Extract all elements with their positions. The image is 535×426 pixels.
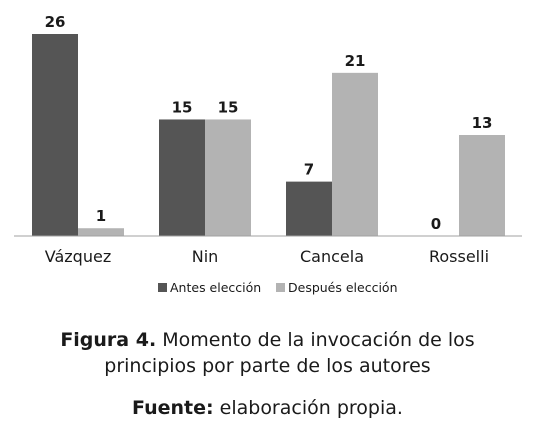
figure-caption: Figura 4. Momento de la invocación de lo… bbox=[0, 327, 535, 379]
figure-caption-text-1: Momento de la invocación de los bbox=[162, 329, 475, 351]
source-text: elaboración propia. bbox=[219, 397, 403, 419]
data-label-3-1: 13 bbox=[472, 114, 493, 132]
bar-1-0 bbox=[159, 119, 205, 236]
bar-1-1 bbox=[205, 119, 251, 236]
data-label-2-1: 21 bbox=[345, 52, 366, 70]
legend: Antes elección Después elección bbox=[158, 280, 398, 295]
bar-3-1 bbox=[459, 135, 505, 236]
bars-group bbox=[32, 34, 505, 236]
category-label-2: Cancela bbox=[300, 247, 364, 266]
category-labels-group: Vázquez Nin Cancela Rosselli bbox=[45, 247, 489, 266]
bar-0-0 bbox=[32, 34, 78, 236]
bar-0-1 bbox=[78, 228, 124, 236]
legend-label-0: Antes elección bbox=[170, 280, 261, 295]
bar-2-1 bbox=[332, 72, 378, 236]
category-label-3: Rosselli bbox=[429, 247, 489, 266]
legend-swatch-0 bbox=[158, 283, 167, 292]
source-label: Fuente: bbox=[132, 397, 214, 419]
bar-2-0 bbox=[286, 181, 332, 236]
category-label-0: Vázquez bbox=[45, 247, 111, 266]
data-label-0-0: 26 bbox=[45, 13, 66, 31]
data-label-2-0: 7 bbox=[304, 161, 314, 179]
legend-swatch-1 bbox=[276, 283, 285, 292]
value-labels-group: 26 1 15 15 7 21 0 13 bbox=[45, 13, 493, 233]
category-label-1: Nin bbox=[192, 247, 219, 266]
data-label-1-0: 15 bbox=[172, 98, 193, 116]
figure-label: Figura 4. bbox=[60, 329, 157, 351]
data-label-0-1: 1 bbox=[96, 207, 106, 225]
data-label-3-0: 0 bbox=[431, 215, 441, 233]
figure-caption-text-2: principios por parte de los autores bbox=[104, 355, 431, 377]
data-label-1-1: 15 bbox=[218, 98, 239, 116]
figure-caption-line1: Figura 4. Momento de la invocación de lo… bbox=[0, 327, 535, 353]
source-caption: Fuente: elaboración propia. bbox=[0, 395, 535, 421]
legend-label-1: Después elección bbox=[288, 280, 398, 295]
